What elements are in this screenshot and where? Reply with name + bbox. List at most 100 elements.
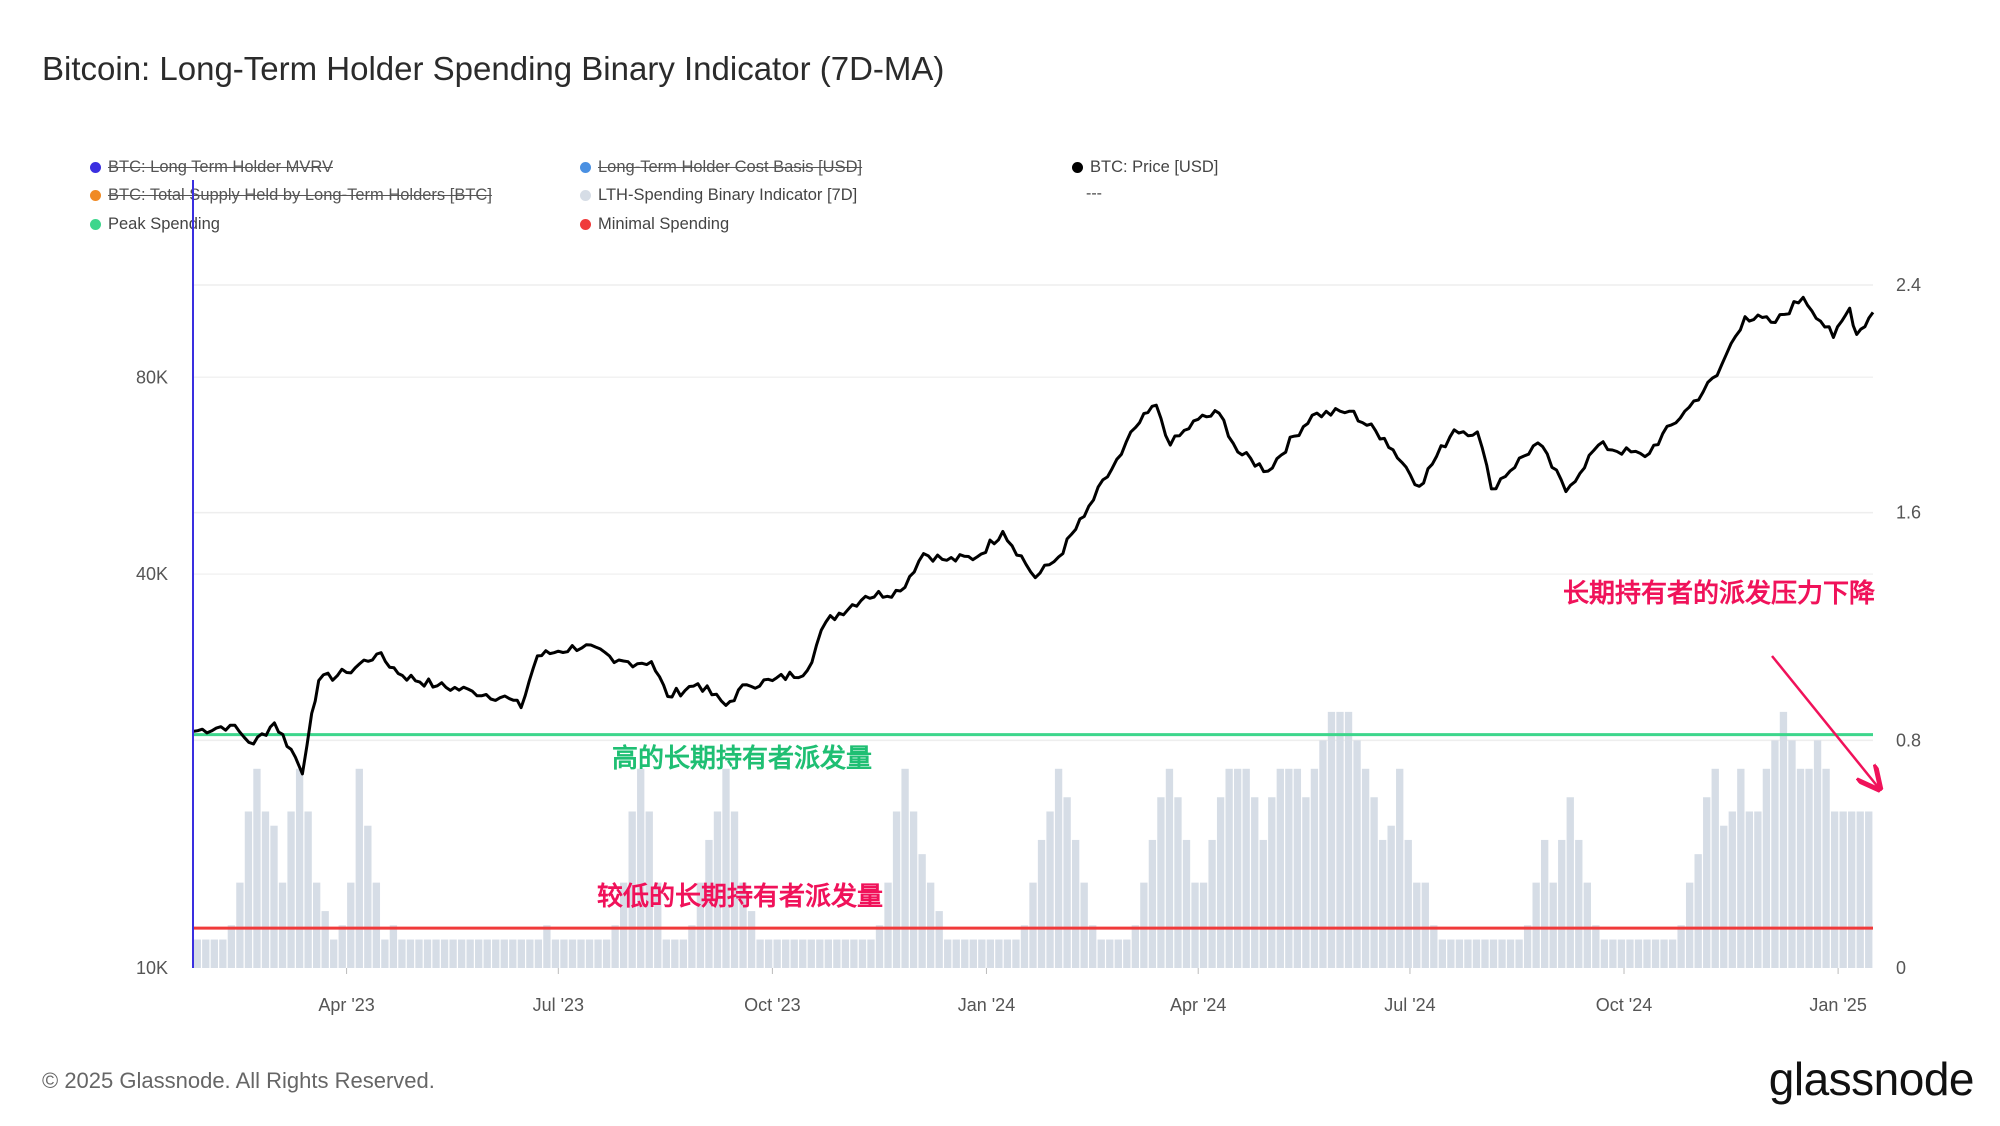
indicator-bar [619,882,628,968]
right-tick-label: 1.6 [1896,503,1921,523]
indicator-bar [1404,839,1412,968]
indicator-bar [1472,939,1481,968]
indicator-bar [679,939,688,968]
indicator-bar [705,839,713,968]
indicator-bar [1788,740,1796,968]
indicator-bar [1805,768,1813,968]
legend-label: Minimal Spending [598,215,730,233]
indicator-bar [432,939,440,968]
indicator-bar [1737,768,1745,968]
indicator-bar [1003,939,1012,968]
indicator-bar [1685,882,1694,968]
indicator-bar [654,882,662,968]
indicator-bar [312,882,321,968]
legend-item-lth-mvrv[interactable]: BTC: Long Term Holder MVRV [90,158,333,177]
legend-dot-icon [580,162,591,173]
indicator-bar [1609,939,1617,968]
indicator-bar [355,768,363,968]
indicator-bar [475,939,483,968]
indicator-bar [1157,797,1165,968]
indicator-bar [1123,939,1131,968]
indicator-bar [1583,882,1591,968]
indicator-bar [287,811,295,968]
indicator-bar [1199,882,1208,968]
indicator-bar [935,911,943,968]
indicator-bar [1660,939,1668,968]
indicator-bar [551,939,560,968]
indicator-bar [884,882,892,968]
indicator-bar [722,768,730,968]
indicator-bar [730,811,739,968]
indicator-bar [944,939,952,968]
gridlines [193,284,1873,742]
legend-item-lth-cost-basis[interactable]: Long-Term Holder Cost Basis [USD] [580,158,862,177]
indicator-bar [764,939,773,968]
x-tick-label: Apr '23 [318,995,374,1015]
legend-item-btc-price[interactable]: BTC: Price [USD] [1072,158,1218,177]
indicator-bar [824,939,832,968]
indicator-bar [602,939,611,968]
indicator-bar [338,925,346,968]
indicator-bar [1592,925,1600,968]
indicator-bar [440,939,449,968]
right-axis-ticks: 0 0.8 1.6 2.4 [1896,275,1921,978]
indicator-bar [543,925,551,968]
indicator-bar [969,939,977,968]
indicator-bar [1549,882,1557,968]
indicator-bar [500,939,508,968]
x-tick-label: Oct '23 [744,995,800,1015]
indicator-bar [901,768,909,968]
x-tick-label: Jan '25 [1809,995,1866,1015]
indicator-bar [1515,939,1523,968]
indicator-bar [236,882,244,968]
indicator-bar [1498,939,1506,968]
left-axis-ticks: 10K 40K 80K [136,367,168,978]
indicator-bar [1054,768,1063,968]
legend-dot-icon [580,190,591,201]
legend-item-lth-supply[interactable]: BTC: Total Supply Held by Long-Term Hold… [90,186,492,205]
indicator-bar [1080,882,1088,968]
indicator-bar [1848,811,1856,968]
indicator-bar [628,811,636,968]
indicator-bar [1830,811,1839,968]
indicator-bar [1396,768,1404,968]
legend-item-minimal-spending[interactable]: Minimal Spending [580,215,729,234]
indicator-bar [1378,839,1387,968]
indicator-bar [1097,939,1105,968]
indicator-bar [1165,768,1174,968]
glassnode-logo: glassnode [1768,1053,1975,1105]
indicator-bar [1131,925,1139,968]
indicator-bar [841,939,850,968]
indicator-bar [1361,768,1370,968]
indicator-bar [1387,825,1395,968]
indicator-bar [1822,768,1830,968]
indicator-bar [1012,939,1020,968]
indicator-bar [807,939,815,968]
indicator-bar [1285,768,1293,968]
indicator-bar [867,939,875,968]
indicator-bar [423,939,432,968]
indicator-bar [261,811,270,968]
indicator-bar [398,939,406,968]
indicator-bar [1617,939,1626,968]
right-tick-label: 2.4 [1896,275,1921,295]
indicator-bar [1506,939,1515,968]
indicator-bar [1481,939,1489,968]
indicator-bar [1566,797,1574,968]
indicator-bar [662,939,670,968]
indicator-bar [1114,939,1122,968]
indicator-bar [850,939,858,968]
indicator-bar [492,939,500,968]
indicator-bar [1089,925,1097,968]
indicator-bar [1694,854,1702,968]
indicator-bar [202,939,210,968]
legend-item-peak-spending[interactable]: Peak Spending [90,215,220,234]
indicator-bar [1455,939,1464,968]
indicator-bar [1754,811,1762,968]
indicator-bar [1771,740,1779,968]
indicator-bar [1558,839,1566,968]
indicator-bar [1046,811,1054,968]
indicator-bar [1720,825,1728,968]
legend-item-lth-spending-indicator[interactable]: LTH-Spending Binary Indicator [7D] [580,186,857,205]
